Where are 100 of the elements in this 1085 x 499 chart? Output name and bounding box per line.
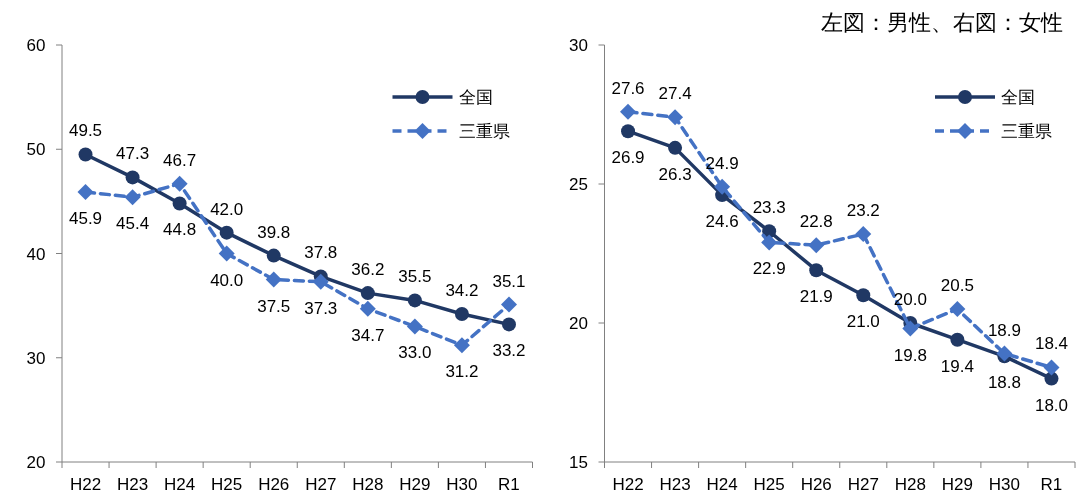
data-label: 35.5 xyxy=(398,267,432,287)
point xyxy=(996,345,1013,362)
legend-label: 三重県 xyxy=(1001,122,1052,141)
data-label: 22.9 xyxy=(752,259,786,279)
x-tick-label: H26 xyxy=(800,475,832,494)
y-tick-label: 15 xyxy=(569,453,588,472)
y-tick-label: 30 xyxy=(569,36,588,55)
legend-label: 三重県 xyxy=(458,122,510,141)
data-label: 40.0 xyxy=(210,270,244,290)
y-tick-label: 40 xyxy=(26,244,46,264)
x-tick-label: H22 xyxy=(69,475,102,494)
point xyxy=(453,337,470,354)
x-tick-label: H30 xyxy=(446,475,478,494)
data-label: 36.2 xyxy=(351,260,385,280)
data-label: 18.8 xyxy=(987,373,1021,393)
x-tick-label: H29 xyxy=(941,475,973,494)
x-tick-label: H27 xyxy=(305,475,337,494)
data-label: 20.0 xyxy=(893,290,927,309)
point xyxy=(500,296,517,313)
y-tick-label: 20 xyxy=(569,314,588,333)
x-tick-label: R1 xyxy=(1040,475,1063,494)
data-label: 39.8 xyxy=(257,222,291,242)
data-label: 37.8 xyxy=(304,243,338,263)
x-tick-label: H22 xyxy=(612,475,644,494)
point xyxy=(761,234,778,251)
point xyxy=(949,301,966,318)
data-label: 42.0 xyxy=(210,199,244,219)
x-tick-label: H28 xyxy=(352,475,384,494)
data-label: 44.8 xyxy=(163,220,197,240)
point xyxy=(620,103,637,120)
point xyxy=(1044,371,1059,386)
x-tick-label: H29 xyxy=(399,475,431,494)
data-label: 33.2 xyxy=(492,341,526,361)
point xyxy=(312,273,329,290)
point xyxy=(171,175,188,192)
point xyxy=(950,332,965,347)
point xyxy=(266,248,281,263)
point xyxy=(454,306,469,321)
data-label: 24.9 xyxy=(705,153,739,173)
point xyxy=(360,286,375,301)
data-label: 24.6 xyxy=(705,212,739,232)
point xyxy=(406,318,423,335)
data-label: 46.7 xyxy=(163,150,197,170)
point xyxy=(219,225,234,240)
point xyxy=(856,288,871,303)
point xyxy=(714,178,731,195)
point xyxy=(855,226,872,243)
data-label: 18.0 xyxy=(1034,395,1069,415)
data-label: 34.2 xyxy=(445,280,479,300)
data-label: 45.9 xyxy=(68,208,103,228)
x-tick-label: H25 xyxy=(211,475,243,494)
point xyxy=(902,320,919,337)
x-tick-label: H25 xyxy=(753,475,785,494)
point xyxy=(77,183,94,200)
data-label: 31.2 xyxy=(445,362,479,382)
data-label: 22.8 xyxy=(799,212,833,232)
data-label: 26.9 xyxy=(611,148,645,168)
legend-label: 全国 xyxy=(1001,88,1035,107)
data-label: 49.5 xyxy=(68,121,103,141)
data-label: 37.5 xyxy=(257,296,291,316)
data-label: 18.9 xyxy=(987,320,1021,340)
data-label: 19.4 xyxy=(940,356,974,376)
y-tick-label: 50 xyxy=(26,140,46,160)
point xyxy=(808,237,825,254)
data-label: 37.3 xyxy=(304,298,338,318)
point xyxy=(265,271,282,288)
data-label: 35.1 xyxy=(492,271,526,291)
data-label: 20.5 xyxy=(940,276,974,296)
x-tick-label: H27 xyxy=(847,475,879,494)
point xyxy=(809,263,824,278)
data-label: 47.3 xyxy=(116,144,150,164)
data-label: 21.0 xyxy=(846,312,880,332)
data-label: 21.9 xyxy=(799,287,833,307)
x-tick-label: H23 xyxy=(659,475,691,494)
point xyxy=(501,317,516,332)
point xyxy=(359,300,376,317)
point xyxy=(78,147,93,162)
y-tick-label: 60 xyxy=(26,36,46,55)
x-tick-label: R1 xyxy=(498,475,520,494)
x-tick-label: H24 xyxy=(164,475,196,494)
point xyxy=(407,293,422,308)
x-tick-label: H26 xyxy=(258,475,290,494)
data-label: 23.3 xyxy=(752,198,786,218)
x-tick-label: H23 xyxy=(116,475,149,494)
data-label: 34.7 xyxy=(351,325,385,345)
point xyxy=(667,109,684,126)
point xyxy=(124,189,141,206)
chart-title: 左図：男性、右図：女性 xyxy=(821,10,1063,35)
y-tick-label: 20 xyxy=(26,453,46,472)
data-label: 23.2 xyxy=(846,201,880,221)
data-label: 45.4 xyxy=(116,214,150,234)
data-label: 27.4 xyxy=(658,84,692,104)
point xyxy=(172,196,187,211)
data-label: 19.8 xyxy=(893,345,927,365)
y-tick-label: 25 xyxy=(569,175,588,194)
point xyxy=(1043,359,1060,376)
x-tick-label: H24 xyxy=(706,475,738,494)
x-tick-label: H30 xyxy=(988,475,1021,494)
point xyxy=(218,245,235,262)
data-label: 33.0 xyxy=(398,343,432,363)
